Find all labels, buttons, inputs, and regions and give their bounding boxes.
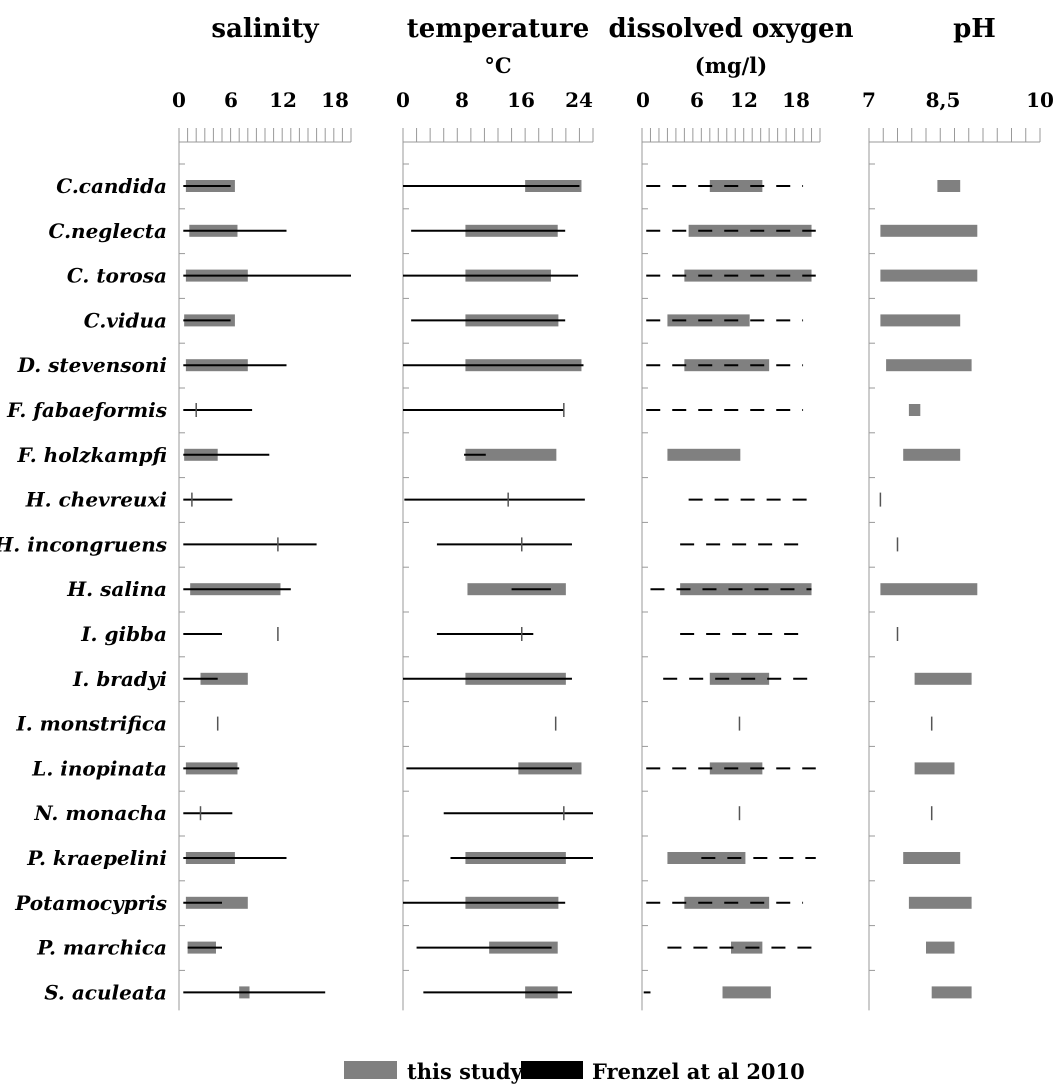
tick-label-salinity-6: 6 [224, 88, 238, 112]
panel-title-salinity: salinity [211, 14, 319, 44]
bar-this-study-salinity-i-bradyi [200, 672, 248, 685]
species-label-n-monacha: N. monacha [33, 801, 167, 825]
species-label-c-candida: C.candida [56, 174, 167, 198]
species-label-d-stevensoni: D. stevensoni [17, 353, 167, 377]
bar-this-study-ph-p-marchica [926, 941, 955, 954]
tick-label-ph-8-5: 8,5 [926, 88, 961, 112]
bar-this-study-ph-p-kraepelini [903, 852, 961, 864]
bar-this-study-dissolved-oxygen-i-bradyi [709, 672, 770, 685]
bar-this-study-ph-s-aculeata [931, 986, 972, 999]
panel-ph: pH 7 8,5 10 [862, 14, 1054, 1011]
panel-title-dissolved-oxygen: dissolved oxygen [608, 14, 853, 44]
tick-label-temperature-0: 0 [396, 88, 410, 112]
species-label-p-marchica: P. marchica [36, 936, 167, 960]
tick-label-temperature-16: 16 [507, 88, 535, 112]
bar-this-study-ph-potamocypris [908, 896, 972, 909]
tick-label-ph-7: 7 [862, 88, 876, 112]
tick-label-salinity-18: 18 [321, 88, 349, 112]
species-label-i-gibba: I. gibba [80, 622, 167, 646]
bar-this-study-dissolved-oxygen-s-aculeata [722, 986, 771, 999]
tick-label-salinity-0: 0 [172, 88, 186, 112]
species-label-h-incongruens: H. incongruens [0, 532, 167, 556]
panel-dissolved-oxygen: dissolved oxygen (mg/l) 0 6 12 18 [608, 14, 854, 1011]
panel-title-temperature: temperature [407, 14, 589, 44]
tick-label-ph-10: 10 [1026, 88, 1054, 112]
species-label-s-aculeata: S. aculeata [44, 980, 167, 1004]
bar-this-study-ph-c-neglecta [880, 224, 978, 237]
bar-this-study-ph-f-holzkampfi [903, 448, 961, 461]
tick-label-temperature-24: 24 [565, 88, 593, 112]
tick-label-dissolved-oxygen-6: 6 [690, 88, 704, 112]
bar-this-study-dissolved-oxygen-c-torosa [684, 269, 812, 282]
legend-swatch-this-study [344, 1061, 397, 1079]
tick-label-dissolved-oxygen-0: 0 [636, 88, 650, 112]
species-label-f-holzkampfi: F. holzkampfi [17, 443, 167, 467]
species-label-f-fabaeformis: F. fabaeformis [6, 398, 167, 422]
bar-this-study-dissolved-oxygen-h-salina [680, 583, 812, 596]
species-label-l-inopinata: L. inopinata [31, 756, 167, 780]
bar-this-study-ph-c-candida [937, 180, 961, 192]
tick-label-dissolved-oxygen-12: 12 [730, 88, 758, 112]
species-label-c-torosa: C. torosa [67, 264, 167, 288]
legend: this study Frenzel at al 2010 [344, 1059, 805, 1084]
species-label-c-vidua: C.vidua [84, 308, 167, 332]
legend-swatch-frenzel [521, 1061, 583, 1079]
bar-this-study-dissolved-oxygen-f-holzkampfi [667, 448, 741, 461]
chart-panels: salinity 0 6 12 18 temperature °C 0 8 16 24 dissolv… [172, 14, 1054, 1011]
bar-this-study-ph-f-fabaeformis [908, 404, 921, 416]
species-label-p-kraepelini: P. kraepelini [26, 846, 167, 870]
tick-label-salinity-12: 12 [269, 88, 297, 112]
bar-this-study-ph-c-torosa [880, 269, 978, 282]
species-label-h-chevreuxi: H. chevreuxi [25, 488, 167, 512]
bar-this-study-ph-i-bradyi [914, 672, 972, 685]
tick-label-temperature-8: 8 [455, 88, 469, 112]
bar-this-study-ph-h-salina [880, 583, 978, 596]
species-label-h-salina: H. salina [66, 577, 167, 601]
panel-salinity: salinity 0 6 12 18 [172, 14, 352, 1011]
legend-label-this-study: this study [407, 1059, 524, 1084]
panel-temperature: temperature °C 0 8 16 24 [396, 14, 594, 1011]
panel-subtitle-temperature: °C [484, 53, 511, 78]
bar-this-study-dissolved-oxygen-c-neglecta [688, 224, 812, 237]
bar-this-study-ph-l-inopinata [914, 762, 955, 775]
species-label-potamocypris: Potamocypris [14, 891, 167, 915]
species-label-i-monstrifica: I. monstrifica [15, 712, 167, 736]
panel-title-ph: pH [953, 14, 996, 44]
species-labels: C.candida C.neglecta C. torosa C.vidua D. st… [0, 174, 167, 1004]
tick-label-dissolved-oxygen-18: 18 [782, 88, 810, 112]
bar-this-study-temperature-f-holzkampfi [465, 448, 557, 461]
legend-label-frenzel: Frenzel at al 2010 [592, 1059, 805, 1084]
bar-this-study-ph-c-vidua [880, 314, 961, 327]
species-label-c-neglecta: C.neglecta [49, 219, 167, 243]
species-label-i-bradyi: I. bradyi [72, 667, 167, 691]
bar-this-study-ph-d-stevensoni [886, 359, 972, 372]
panel-subtitle-dissolved-oxygen: (mg/l) [695, 53, 767, 78]
